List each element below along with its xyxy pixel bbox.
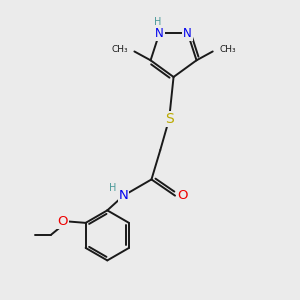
Text: N: N <box>155 27 164 40</box>
Text: N: N <box>118 189 128 202</box>
Text: H: H <box>109 183 116 193</box>
Text: S: S <box>165 112 173 126</box>
Text: O: O <box>57 215 68 228</box>
Text: O: O <box>177 189 188 202</box>
Text: N: N <box>183 27 192 40</box>
Text: H: H <box>154 17 161 27</box>
Text: CH₃: CH₃ <box>219 46 236 55</box>
Text: CH₃: CH₃ <box>111 46 128 55</box>
